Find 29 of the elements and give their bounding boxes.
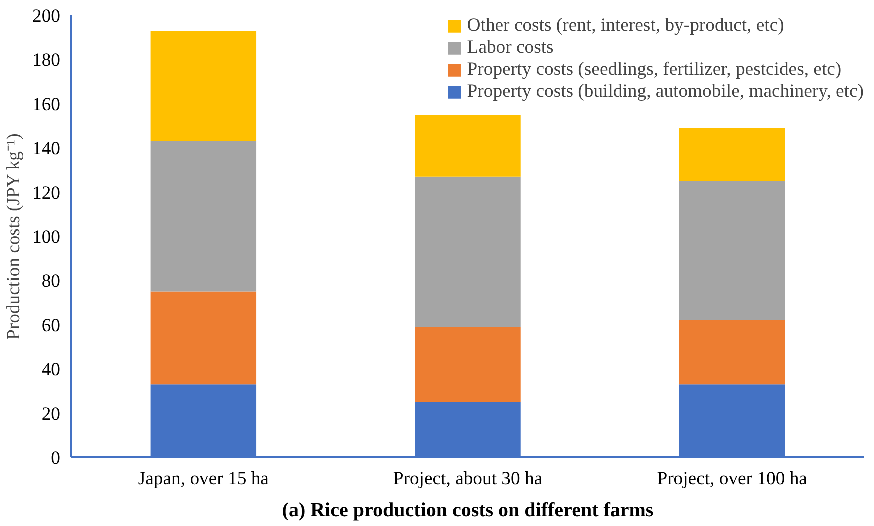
text: (a) Rice production costs on different farms	[282, 500, 654, 522]
bar	[150, 292, 257, 385]
y-tick-label: 80	[42, 271, 60, 292]
y-tick-label: 200	[32, 6, 60, 27]
y-tick-label: 160	[32, 94, 60, 116]
bar	[150, 141, 257, 292]
y-tick-label: 140	[32, 138, 60, 160]
bar	[415, 114, 521, 177]
y-tick-label: 20	[42, 404, 60, 425]
y-tick-label: 100	[32, 227, 60, 248]
bar	[415, 176, 521, 328]
x-tick-label: Project, about 30 ha	[393, 468, 544, 490]
y-axis-title: Production costs (JPY kg⁻¹)	[4, 134, 25, 340]
y-tick-label: 180	[32, 50, 60, 72]
bar	[679, 181, 786, 320]
legend-label: Property costs (building, automobile, machinery, etc)	[467, 81, 864, 103]
bar	[150, 30, 257, 142]
legend-label: Labor costs	[467, 37, 554, 59]
y-tick-label: 40	[42, 360, 60, 381]
legend-label: Other costs (rent, interest, by-product, etc)	[467, 15, 784, 37]
bar	[679, 128, 786, 182]
legend-label: Property costs (seedlings, fertilizer, pestcides, etc)	[467, 59, 842, 81]
x-tick-label: Japan, over 15 ha	[138, 468, 270, 490]
bar	[679, 320, 786, 385]
x-tick-label: Project, over 100 ha	[657, 468, 808, 490]
y-tick-label: 0	[51, 448, 60, 469]
bar	[415, 327, 521, 402]
y-tick-label: 60	[42, 315, 60, 336]
y-tick-label: 120	[32, 182, 60, 204]
